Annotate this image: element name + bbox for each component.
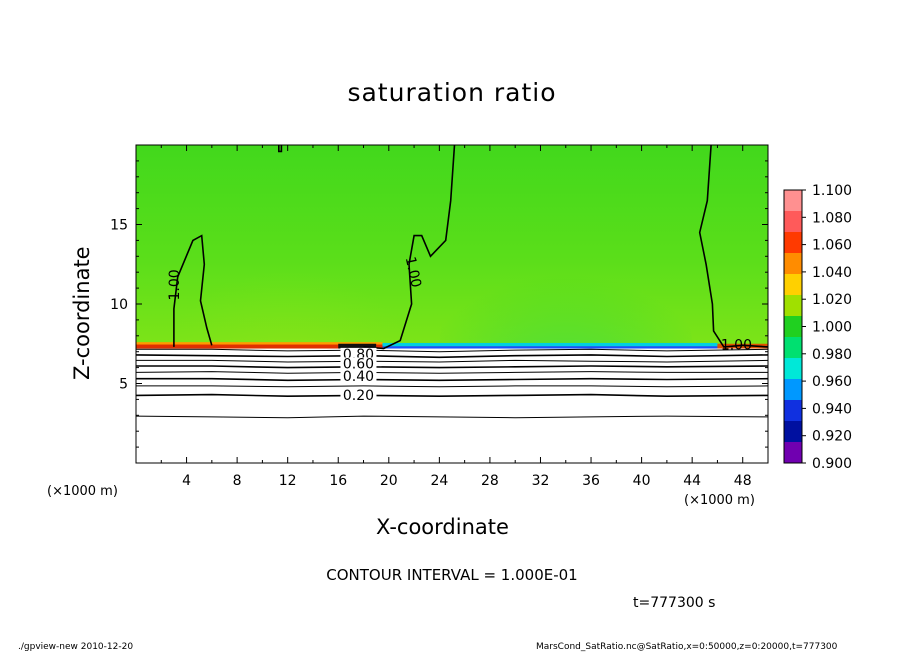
contour-line [698, 145, 768, 348]
colorbar-label: 1.080 [812, 210, 852, 226]
contour-label: 0.40 [343, 369, 374, 385]
contour-line [136, 377, 768, 382]
x-tick-label: 20 [380, 473, 398, 489]
x-tick-label: 40 [633, 473, 651, 489]
colorbar-label: 1.060 [812, 238, 852, 254]
contour-line [136, 371, 768, 374]
colorbar-swatch [784, 295, 802, 317]
contour-line [136, 415, 768, 419]
contour-line [136, 359, 768, 363]
contour-interval-text: CONTOUR INTERVAL = 1.000E-01 [326, 566, 578, 584]
colorbar-label: 0.960 [812, 374, 852, 390]
x-tick-label: 28 [481, 473, 499, 489]
colorbar-swatch [784, 316, 802, 338]
y-tick-label: 15 [110, 218, 128, 234]
x-tick-label: 4 [182, 473, 191, 489]
interface-cyan [382, 342, 718, 347]
chart-title: saturation ratio [347, 78, 557, 107]
contour-line [136, 348, 768, 353]
colorbar-swatch [784, 190, 802, 212]
contour-line [363, 145, 456, 350]
contour-label-bg [340, 357, 377, 372]
colorbar-swatch [784, 253, 802, 275]
x-tick-label: 48 [734, 473, 752, 489]
colorbar-label: 0.900 [812, 456, 852, 472]
x-tick-label: 24 [430, 473, 448, 489]
interface-dark [338, 343, 377, 349]
y-tick-label: 10 [110, 297, 128, 313]
colorbar-swatch [784, 400, 802, 422]
interface-hot [136, 344, 383, 349]
colorbar-swatch [784, 211, 802, 233]
contour-label: 0.20 [343, 388, 374, 404]
x-tick-label: 12 [279, 473, 297, 489]
colorbar-label: 0.940 [812, 401, 852, 417]
time-label: t=777300 s [633, 595, 716, 611]
x-axis-label: X-coordinate [376, 515, 509, 539]
colorbar-swatch [784, 232, 802, 254]
x-tick-label: 36 [582, 473, 600, 489]
colorbar-label: 1.000 [812, 320, 852, 336]
contour-line [136, 354, 768, 359]
x-tick-label: 44 [683, 473, 701, 489]
x-unit-label-left: (×1000 m) [47, 484, 118, 499]
contour-label: 1.00 [402, 255, 424, 289]
contour-line [136, 385, 768, 388]
y-axis-label: Z-coordinate [70, 246, 94, 380]
x-unit-label-right: (×1000 m) [684, 493, 755, 508]
colorbar-swatch [784, 358, 802, 380]
colorbar-swatch [784, 421, 802, 443]
interface-right [717, 343, 768, 349]
contour-label-bg [340, 370, 377, 385]
colorbar-label: 1.020 [812, 292, 852, 308]
contour-line [136, 393, 768, 398]
colorbar-swatch [784, 337, 802, 359]
x-tick-label: 16 [329, 473, 347, 489]
contour-line [136, 365, 768, 369]
contour-label: 1.00 [167, 269, 183, 300]
x-tick-label: 32 [532, 473, 550, 489]
colorbar-swatch [784, 379, 802, 401]
interface-blue [382, 346, 718, 349]
y-tick-label: 5 [119, 377, 128, 393]
colorbar-label: 1.100 [812, 183, 852, 199]
colorbar-label: 0.920 [812, 429, 852, 445]
contour-line [277, 145, 283, 153]
contour-line [173, 234, 213, 347]
colorbar-swatch [784, 274, 802, 296]
contour-label: 0.60 [343, 356, 374, 372]
colorbar-label: 0.980 [812, 347, 852, 363]
x-tick-label: 8 [233, 473, 242, 489]
colorbar-label: 1.040 [812, 265, 852, 281]
contour-label-bg [340, 389, 377, 404]
footer-left: ./gpview-new 2010-12-20 [18, 642, 134, 652]
footer-right: MarsCond_SatRatio.nc@SatRatio,x=0:50000,… [536, 642, 838, 652]
contour-label: 1.00 [721, 337, 752, 353]
colorbar-swatch [784, 442, 802, 464]
